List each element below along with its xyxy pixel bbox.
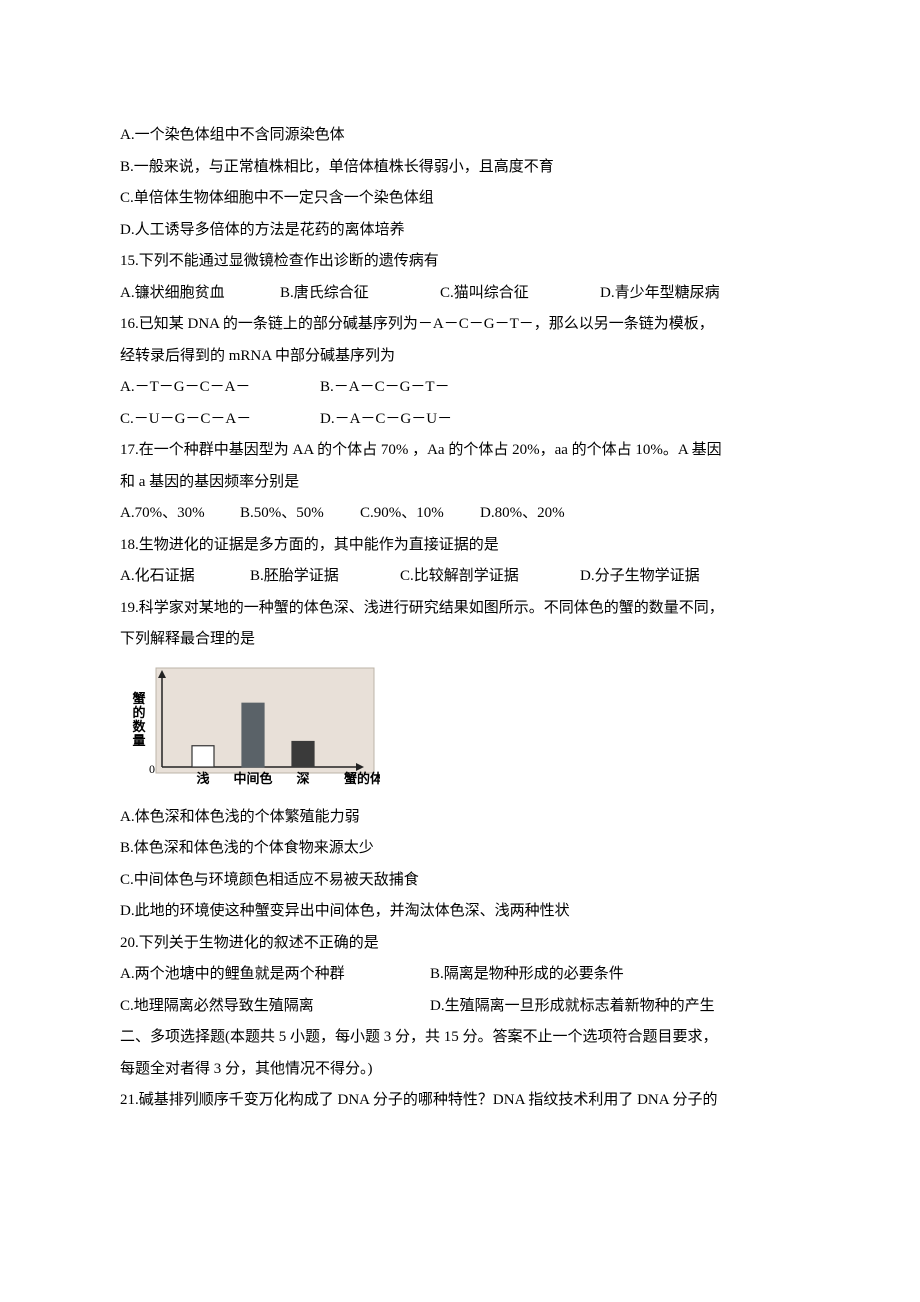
q20-stem: 20.下列关于生物进化的叙述不正确的是 — [120, 928, 800, 960]
q18-option-c: C.比较解剖学证据 — [400, 561, 580, 593]
q20-options-row1: A.两个池塘中的鲤鱼就是两个种群 B.隔离是物种形成的必要条件 — [120, 959, 800, 991]
q17-option-b: B.50%、50% — [240, 498, 360, 530]
q14-option-c: C.单倍体生物体细胞中不一定只含一个染色体组 — [120, 183, 800, 215]
q16-option-d: D.－A－C－G－U－ — [320, 404, 452, 436]
q19-stem-line1: 19.科学家对某地的一种蟹的体色深、浅进行研究结果如图所示。不同体色的蟹的数量不… — [120, 593, 800, 625]
svg-text:深: 深 — [296, 771, 309, 786]
q15-options-row: A.镰状细胞贫血 B.唐氏综合征 C.猫叫综合征 D.青少年型糖尿病 — [120, 278, 800, 310]
q20-option-c: C.地理隔离必然导致生殖隔离 — [120, 991, 430, 1023]
q18-option-d: D.分子生物学证据 — [580, 561, 700, 593]
q14-option-b: B.一般来说，与正常植株相比，单倍体植株长得弱小，且高度不育 — [120, 152, 800, 184]
q17-options-row: A.70%、30% B.50%、50% C.90%、10% D.80%、20% — [120, 498, 800, 530]
svg-text:浅: 浅 — [196, 771, 209, 786]
q14-option-d: D.人工诱导多倍体的方法是花药的离体培养 — [120, 215, 800, 247]
q15-option-b: B.唐氏综合征 — [280, 278, 440, 310]
q20-options-row2: C.地理隔离必然导致生殖隔离 D.生殖隔离一旦形成就标志着新物种的产生 — [120, 991, 800, 1023]
q15-option-a: A.镰状细胞贫血 — [120, 278, 280, 310]
q17-option-d: D.80%、20% — [480, 498, 565, 530]
q19-option-c: C.中间体色与环境颜色相适应不易被天敌捕食 — [120, 865, 800, 897]
q17-option-c: C.90%、10% — [360, 498, 480, 530]
q20-option-d: D.生殖隔离一旦形成就标志着新物种的产生 — [430, 991, 715, 1023]
q19-option-b: B.体色深和体色浅的个体食物来源太少 — [120, 833, 800, 865]
q18-option-a: A.化石证据 — [120, 561, 250, 593]
q21-stem: 21.碱基排列顺序千变万化构成了 DNA 分子的哪种特性？DNA 指纹技术利用了… — [120, 1085, 800, 1117]
q16-option-c: C.－U－G－C－A－ — [120, 404, 320, 436]
q16-option-b: B.－A－C－G－T－ — [320, 372, 450, 404]
q15-option-c: C.猫叫综合征 — [440, 278, 600, 310]
section2-heading-line1: 二、多项选择题(本题共 5 小题，每小题 3 分，共 15 分。答案不止一个选项… — [120, 1022, 800, 1054]
bar-chart-svg: 蟹的数量 0 浅 中间色 深 蟹的体色 — [120, 664, 380, 794]
q15-stem: 15.下列不能通过显微镜检查作出诊断的遗传病有 — [120, 246, 800, 278]
q16-stem-line2: 经转录后得到的 mRNA 中部分碱基序列为 — [120, 341, 800, 373]
q17-option-a: A.70%、30% — [120, 498, 240, 530]
q20-option-a: A.两个池塘中的鲤鱼就是两个种群 — [120, 959, 430, 991]
q19-option-d: D.此地的环境使这种蟹变异出中间体色，并淘汰体色深、浅两种性状 — [120, 896, 800, 928]
q19-stem-line2: 下列解释最合理的是 — [120, 624, 800, 656]
svg-text:中间色: 中间色 — [233, 771, 272, 786]
q19-option-a: A.体色深和体色浅的个体繁殖能力弱 — [120, 802, 800, 834]
q17-stem-line2: 和 a 基因的基因频率分别是 — [120, 467, 800, 499]
q18-stem: 18.生物进化的证据是多方面的，其中能作为直接证据的是 — [120, 530, 800, 562]
svg-text:蟹的数量: 蟹的数量 — [131, 690, 147, 747]
section2-heading-line2: 每题全对者得 3 分，其他情况不得分。) — [120, 1054, 800, 1086]
svg-text:0: 0 — [149, 762, 155, 776]
q16-options-row1: A.－T－G－C－A－ B.－A－C－G－T－ — [120, 372, 800, 404]
q15-option-d: D.青少年型糖尿病 — [600, 278, 720, 310]
svg-text:蟹的体色: 蟹的体色 — [343, 771, 380, 786]
q17-stem-line1: 17.在一个种群中基因型为 AA 的个体占 70% ，Aa 的个体占 20%，a… — [120, 435, 800, 467]
q18-options-row: A.化石证据 B.胚胎学证据 C.比较解剖学证据 D.分子生物学证据 — [120, 561, 800, 593]
q14-option-a: A.一个染色体组中不含同源染色体 — [120, 120, 800, 152]
q16-option-a: A.－T－G－C－A－ — [120, 372, 320, 404]
q20-option-b: B.隔离是物种形成的必要条件 — [430, 959, 624, 991]
q19-chart: 蟹的数量 0 浅 中间色 深 蟹的体色 — [120, 664, 380, 794]
q16-stem-line1: 16.已知某 DNA 的一条链上的部分碱基序列为－A－C－G－T－，那么以另一条… — [120, 309, 800, 341]
q16-options-row2: C.－U－G－C－A－ D.－A－C－G－U－ — [120, 404, 800, 436]
q18-option-b: B.胚胎学证据 — [250, 561, 400, 593]
